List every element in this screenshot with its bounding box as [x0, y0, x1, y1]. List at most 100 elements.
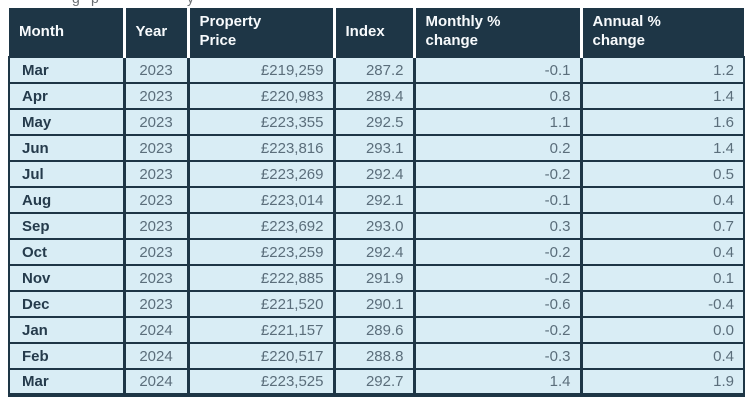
header-row: Month Year Property Price Index Monthly % ch…	[9, 8, 744, 57]
cell-monthly_change: -0.2	[412, 238, 582, 266]
cell-annual_change: 0.7	[579, 212, 745, 240]
cell-month: Dec	[8, 290, 125, 318]
cell-annual_change: 0.5	[579, 160, 745, 188]
column-header-index: Index	[332, 8, 414, 57]
cell-index: 292.7	[332, 368, 415, 397]
table-row: Jun 2023 £223,816 293.1 0.2 1.4	[8, 134, 745, 162]
cell-year: 2023	[122, 264, 189, 292]
cell-index: 292.1	[332, 186, 415, 214]
cell-year: 2024	[122, 342, 189, 370]
cell-year: 2023	[122, 134, 189, 162]
cropped-text-line: gpy	[0, 0, 747, 7]
cell-annual_change: 0.4	[579, 186, 745, 214]
cell-price: £221,520	[186, 290, 335, 318]
table-row: Sep 2023 £223,692 293.0 0.3 0.7	[8, 212, 745, 240]
cell-year: 2023	[122, 82, 189, 110]
cell-year: 2023	[122, 238, 189, 266]
cell-price: £223,355	[186, 108, 335, 136]
cell-index: 287.2	[332, 56, 415, 84]
table-row: Jan 2024 £221,157 289.6 -0.2 0.0	[8, 316, 745, 344]
cell-month: Feb	[8, 342, 125, 370]
cell-annual_change: 1.4	[579, 82, 745, 110]
table-row: Dec 2023 £221,520 290.1 -0.6 -0.4	[8, 290, 745, 318]
table-row: Apr 2023 £220,983 289.4 0.8 1.4	[8, 82, 745, 110]
table-row: Oct 2023 £223,259 292.4 -0.2 0.4	[8, 238, 745, 266]
cell-monthly_change: -0.3	[412, 342, 582, 370]
cell-price: £220,517	[186, 342, 335, 370]
cell-month: Jul	[8, 160, 125, 188]
cell-monthly_change: -0.2	[412, 316, 582, 344]
cell-monthly_change: -0.2	[412, 160, 582, 188]
cell-monthly_change: -0.2	[412, 264, 582, 292]
cell-price: £223,014	[186, 186, 335, 214]
cell-month: Aug	[8, 186, 125, 214]
cell-year: 2023	[122, 186, 189, 214]
cell-price: £222,885	[186, 264, 335, 292]
cell-monthly_change: 1.1	[412, 108, 582, 136]
cell-annual_change: 1.6	[579, 108, 745, 136]
table-row: Jul 2023 £223,269 292.4 -0.2 0.5	[8, 160, 745, 188]
cell-index: 289.4	[332, 82, 415, 110]
column-header-month: Month	[9, 8, 124, 57]
table-body: Mar 2023 £219,259 287.2 -0.1 1.2 Apr 2023 £220,9…	[8, 56, 745, 397]
cell-month: Nov	[8, 264, 125, 292]
cell-year: 2023	[122, 108, 189, 136]
cropped-text-fragment: p	[91, 0, 99, 6]
cell-annual_change: 1.2	[579, 56, 745, 84]
cell-price: £223,692	[186, 212, 335, 240]
cell-index: 292.4	[332, 238, 415, 266]
cell-month: Oct	[8, 238, 125, 266]
cell-month: Apr	[8, 82, 125, 110]
cell-price: £220,983	[186, 82, 335, 110]
table-row: Nov 2023 £222,885 291.9 -0.2 0.1	[8, 264, 745, 292]
cell-monthly_change: 0.3	[412, 212, 582, 240]
cell-month: Mar	[8, 368, 125, 397]
cell-month: May	[8, 108, 125, 136]
cell-annual_change: -0.4	[579, 290, 745, 318]
table-row: Mar 2023 £219,259 287.2 -0.1 1.2	[8, 56, 745, 84]
cell-monthly_change: -0.1	[412, 56, 582, 84]
cell-index: 292.5	[332, 108, 415, 136]
table-header: Month Year Property Price Index Monthly % ch…	[9, 8, 744, 57]
cell-year: 2023	[122, 160, 189, 188]
cell-index: 293.0	[332, 212, 415, 240]
cell-monthly_change: 0.2	[412, 134, 582, 162]
column-header-price: Property Price	[186, 8, 334, 57]
cell-monthly_change: 0.8	[412, 82, 582, 110]
cell-index: 289.6	[332, 316, 415, 344]
table-row: Feb 2024 £220,517 288.8 -0.3 0.4	[8, 342, 745, 370]
cell-price: £223,269	[186, 160, 335, 188]
cell-year: 2024	[122, 368, 189, 397]
cell-price: £223,525	[186, 368, 335, 397]
cell-annual_change: 0.4	[579, 342, 745, 370]
cell-index: 288.8	[332, 342, 415, 370]
cell-year: 2023	[122, 290, 189, 318]
cell-price: £221,157	[186, 316, 335, 344]
cell-annual_change: 0.4	[579, 238, 745, 266]
cell-price: £223,816	[186, 134, 335, 162]
cell-month: Jan	[8, 316, 125, 344]
cell-annual_change: 0.1	[579, 264, 745, 292]
cell-month: Sep	[8, 212, 125, 240]
column-header-annual_change: Annual % change	[579, 8, 744, 57]
cell-index: 292.4	[332, 160, 415, 188]
house-price-table: Month Year Property Price Index Monthly % ch…	[8, 8, 745, 397]
column-header-monthly_change: Monthly % change	[412, 8, 581, 57]
cell-month: Mar	[8, 56, 125, 84]
table-row: May 2023 £223,355 292.5 1.1 1.6	[8, 108, 745, 136]
cropped-text-fragment: g	[72, 0, 80, 6]
cell-year: 2023	[122, 212, 189, 240]
cell-annual_change: 1.9	[579, 368, 745, 397]
cell-annual_change: 1.4	[579, 134, 745, 162]
cell-monthly_change: -0.1	[412, 186, 582, 214]
cell-annual_change: 0.0	[579, 316, 745, 344]
table-row: Mar 2024 £223,525 292.7 1.4 1.9	[8, 368, 745, 397]
cell-index: 290.1	[332, 290, 415, 318]
cell-year: 2024	[122, 316, 189, 344]
column-header-year: Year	[122, 8, 188, 57]
table-row: Aug 2023 £223,014 292.1 -0.1 0.4	[8, 186, 745, 214]
cell-price: £219,259	[186, 56, 335, 84]
cropped-text-fragment: y	[187, 0, 194, 6]
cell-monthly_change: -0.6	[412, 290, 582, 318]
